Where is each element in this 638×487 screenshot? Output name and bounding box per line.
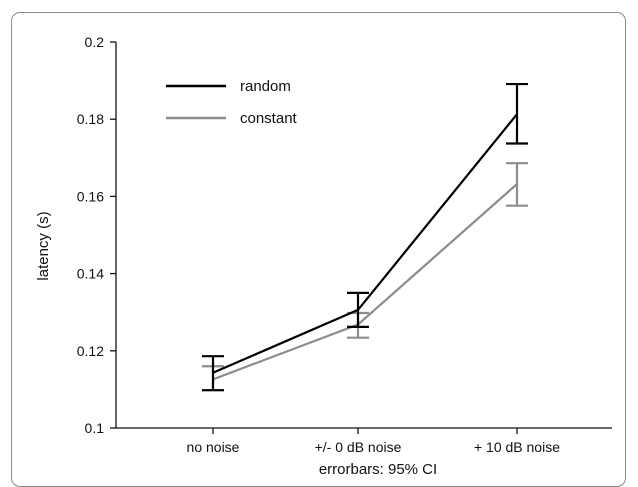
axes <box>116 42 612 428</box>
y-axis-label: latency (s) <box>35 211 52 280</box>
legend-label-random: random <box>240 78 291 95</box>
series-group <box>202 84 528 390</box>
y-ticks: 0.1 0.12 0.14 0.16 0.18 0.2 <box>77 34 116 436</box>
y-tick-label: 0.1 <box>85 420 105 436</box>
y-tick-label: 0.2 <box>85 34 105 50</box>
y-tick-label: 0.12 <box>77 343 104 359</box>
y-tick-label: 0.14 <box>77 266 104 282</box>
x-ticks: no noise +/- 0 dB noise + 10 dB noise <box>187 428 561 455</box>
legend: random constant <box>166 78 298 127</box>
series-line-random <box>213 114 517 373</box>
x-tick-label: + 10 dB noise <box>474 439 560 455</box>
y-tick-label: 0.18 <box>77 111 104 127</box>
x-tick-label: +/- 0 dB noise <box>315 439 402 455</box>
series-line-constant <box>213 184 517 379</box>
x-tick-label: no noise <box>187 439 240 455</box>
legend-label-constant: constant <box>240 110 298 127</box>
x-axis-label: errorbars: 95% CI <box>319 461 437 478</box>
y-tick-label: 0.16 <box>77 188 104 204</box>
